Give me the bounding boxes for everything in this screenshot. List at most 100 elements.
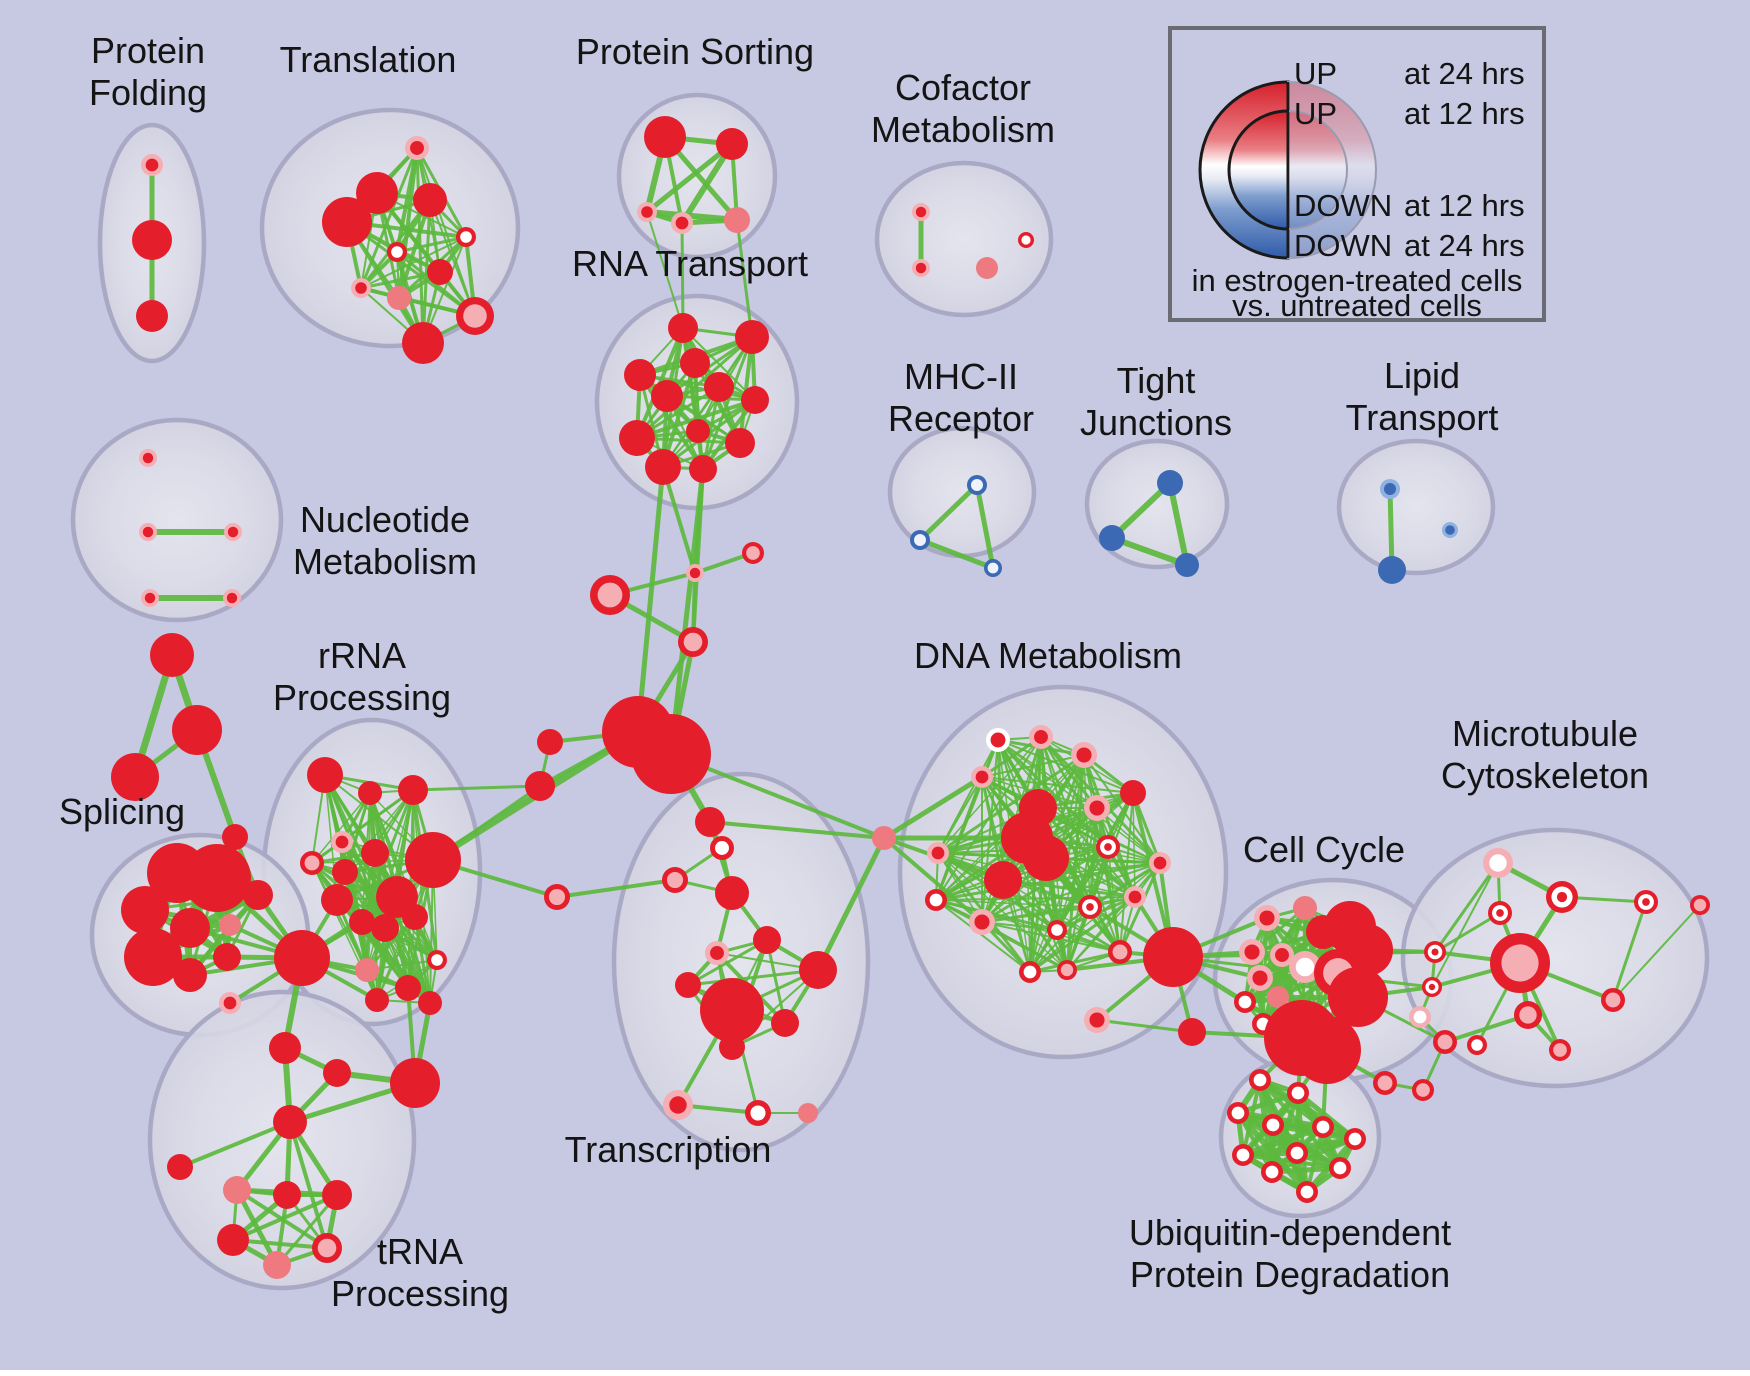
graph-node-layer [1266,1118,1280,1132]
cluster-label-protein-folding: Protein [91,30,205,71]
graph-node [1380,479,1400,499]
graph-node [710,836,734,860]
graph-node-layer [173,958,207,992]
graph-edge [416,147,476,317]
cluster-ellipse-nucleotide-metabolism [70,417,284,623]
graph-node [224,523,242,541]
graph-node-layer [1333,1161,1347,1175]
graph-node [719,1034,745,1060]
graph-node-layer [358,781,382,805]
graph-node [689,455,717,483]
graph-node [716,128,748,160]
graph-node-layer [666,871,684,889]
graph-node [872,826,896,850]
graph-node-layer [1089,1012,1105,1028]
graph-node-layer [675,216,689,230]
graph-node [1227,1102,1249,1124]
graph-edge [359,270,442,290]
graph-node [745,1100,771,1126]
graph-edge [980,845,1110,924]
graph-node-layer [269,1032,301,1064]
graph-node-layer [274,930,330,986]
legend-time-2: at 12 hrs [1404,188,1525,223]
graph-node-layer [990,732,1006,748]
legend-footer-line-0: in estrogen-treated cells [1192,263,1523,298]
cluster-ellipse-microtubule-cytoskeleton [1400,827,1710,1089]
graph-node [619,420,655,456]
graph-node [390,1058,440,1108]
graph-edge [1028,950,1122,974]
graph-node [1634,890,1658,914]
graph-node-layer [689,567,701,579]
graph-node [662,867,688,893]
graph-node-layer [323,1059,351,1087]
graph-edge [311,792,371,864]
graph-node [700,978,764,1042]
graph-node [300,851,324,875]
graph-node [183,844,251,912]
graph-node-layer [321,884,353,916]
legend-footer-line-1: vs. untreated cells [1232,288,1482,323]
graph-node [1373,1071,1397,1095]
graph-node [971,766,993,788]
graph-node [1293,1016,1361,1084]
graph-node [358,781,382,805]
graph-node [332,859,358,885]
graph-node-layer [1300,1185,1314,1199]
graph-node-layer [746,546,760,560]
graph-node [668,313,698,343]
graph-node [273,1181,301,1209]
graph-node-layer [1328,967,1388,1027]
graph-node-layer [418,991,442,1015]
graph-node-layer [1295,957,1315,977]
graph-node-layer [431,954,443,966]
graph-edge [646,211,684,329]
graph-node [1287,1082,1309,1104]
graph-edge [668,466,706,757]
graph-node [1143,927,1203,987]
graph-node-layer [624,359,656,391]
graph-node-layer [170,908,210,948]
graph-edge [1107,846,1121,953]
graph-node [1029,725,1053,749]
graph-node [686,564,704,582]
legend-direction-0: UP [1294,56,1337,91]
graph-node [1084,795,1110,821]
cluster-label-translation: Translation [280,39,457,80]
graph-node-layer [1086,903,1094,911]
graph-node-layer [1153,856,1167,870]
graph-node-layer [1489,854,1507,872]
graph-node [139,523,157,541]
graph-node [150,633,194,677]
graph-edge [735,218,754,339]
graph-node-layer [1275,948,1289,962]
graph-node [705,941,729,965]
graph-node [1286,1142,1308,1164]
graph-node [663,1090,693,1120]
graph-node [1247,965,1273,991]
graph-node [1442,522,1458,538]
graph-node [1232,1144,1254,1166]
graph-node-layer [700,978,764,1042]
graph-node [322,197,372,247]
graph-node [141,154,163,176]
graph-edge [1066,862,1161,971]
legend-updown-circle [1227,109,1290,231]
graph-node-layer [1378,556,1406,584]
graph-node [631,714,711,794]
graph-node-layer [111,753,159,801]
graph-node-layer [537,729,563,755]
graph-edge [815,835,887,973]
graph-edge [275,1193,339,1267]
graph-edge [1433,911,1502,954]
graph-node-layer [402,322,444,364]
graph-edge [1270,1137,1357,1174]
graph-node [1467,1035,1487,1055]
cluster-label-mhc-ii-receptor: MHC-II [904,356,1018,397]
graph-node-layer [597,582,623,608]
graph-node-layer [142,526,154,538]
graph-node [912,203,930,221]
graph-node [1312,1116,1334,1138]
graph-edge [411,784,542,792]
